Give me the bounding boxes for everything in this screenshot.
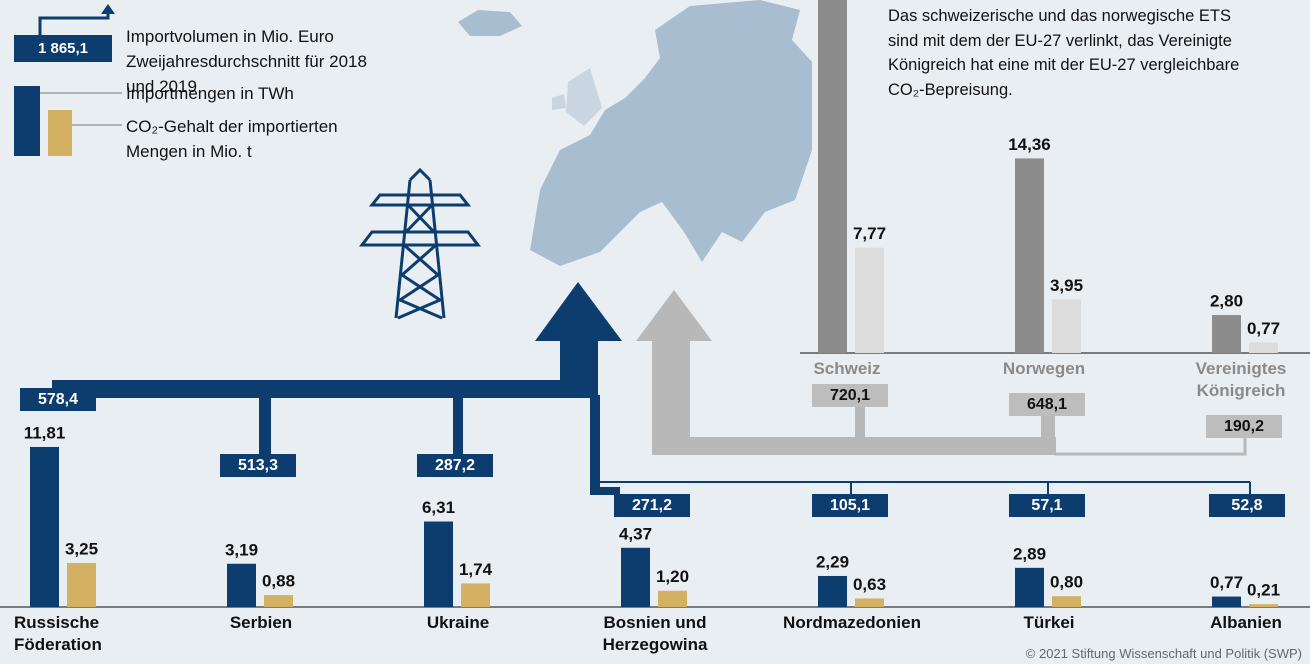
- legend-label: Importvolumen in Mio. Euro: [126, 27, 334, 46]
- volume-box: [1009, 393, 1085, 416]
- legend-graphics: [14, 4, 122, 156]
- value-label: 3,19: [225, 540, 258, 559]
- bar: [424, 521, 453, 607]
- category-label: Norwegen: [1002, 359, 1086, 378]
- note: Das schweizerische und das norwegische E…: [888, 7, 1240, 99]
- category-label: Vereinigtes Königreich: [1195, 359, 1287, 400]
- volume-label: 578,4: [38, 391, 78, 408]
- category-label: Schweiz: [813, 359, 881, 378]
- bar: [67, 562, 96, 607]
- legend-volume-example: 1 865,1: [38, 40, 88, 57]
- value-label: 0,21: [1247, 581, 1280, 600]
- value-label: 0,80: [1050, 573, 1083, 592]
- value-label: 2,80: [1210, 292, 1243, 311]
- bar: [1015, 158, 1044, 353]
- volume-box: [20, 388, 96, 411]
- category-label: Nordmazedonien: [783, 613, 921, 632]
- bar: [1249, 604, 1278, 607]
- value-label: 1,74: [459, 560, 493, 579]
- value-label: 1,20: [656, 567, 689, 586]
- volume-label: 105,1: [830, 497, 870, 514]
- value-label: 0,77: [1210, 573, 1243, 592]
- value-label: 0,63: [853, 575, 886, 594]
- bar: [818, 575, 847, 607]
- bar: [264, 595, 293, 607]
- value-label: 2,89: [1013, 544, 1046, 563]
- volume-box: [417, 454, 493, 477]
- value-label: 14,36: [1008, 135, 1051, 154]
- bar: [1249, 342, 1278, 353]
- bar: [1212, 315, 1241, 353]
- volume-box: [1206, 415, 1282, 438]
- bar: [855, 247, 884, 353]
- volume-label: 648,1: [1027, 396, 1067, 413]
- bar: [855, 598, 884, 607]
- value-label: 4,37: [619, 524, 652, 543]
- bar: [1052, 596, 1081, 607]
- legend-entry: Importmengen in TWh: [126, 84, 294, 103]
- europe-map: [458, 0, 812, 266]
- import-flow-gray: [636, 290, 1247, 456]
- category-label: Bosnien und Herzegowina: [602, 613, 708, 654]
- volume-box: [1009, 494, 1085, 517]
- bar: [621, 547, 650, 607]
- value-label: 2,29: [816, 552, 849, 571]
- volume-box: [614, 494, 690, 517]
- volume-label: 287,2: [435, 457, 475, 474]
- volume-label: 52,8: [1231, 497, 1262, 514]
- value-label: 0,88: [262, 572, 295, 591]
- bar: [818, 0, 847, 353]
- category-label: Albanien: [1210, 613, 1282, 632]
- volume-label: 190,2: [1224, 418, 1264, 435]
- value-label: 3,25: [65, 539, 98, 558]
- category-label: Türkei: [1023, 613, 1075, 632]
- volume-label: 57,1: [1031, 497, 1062, 514]
- bar: [1052, 299, 1081, 353]
- value-label: 11,81: [24, 423, 66, 442]
- value-label: 0,77: [1247, 319, 1280, 338]
- category-label: Russische Föderation: [14, 613, 102, 654]
- volume-label: 720,1: [830, 387, 870, 404]
- pylon-icon: [358, 167, 482, 320]
- volume-box: [812, 494, 888, 517]
- category-label: Serbien: [229, 613, 293, 632]
- volume-box: [1209, 494, 1285, 517]
- volume-label: 513,3: [238, 457, 278, 474]
- volume-box: [812, 384, 888, 407]
- bar: [1015, 567, 1044, 607]
- bar: [30, 446, 59, 607]
- bar: [1212, 596, 1241, 607]
- bar: [658, 590, 687, 607]
- volume-label: 271,2: [632, 497, 672, 514]
- import-flow-blue: [52, 282, 1251, 495]
- value-label: 3,95: [1050, 276, 1083, 295]
- bar: [227, 563, 256, 607]
- legend-volume: Importvolumen in Mio. Euro Zweijahresdurc…: [126, 24, 396, 99]
- category-label: Ukraine: [426, 613, 490, 632]
- legend-note: Zweijahresdurchschnitt für 2018 und 2019: [126, 52, 367, 96]
- bar: [461, 583, 490, 607]
- value-label: 7,77: [853, 224, 886, 243]
- legend-entry: CO₂-Gehalt der importierten Mengen in Mi…: [126, 117, 338, 161]
- source: © 2021 Stiftung Wissenschaft und Politik…: [1025, 646, 1302, 661]
- volume-box: [220, 454, 296, 477]
- value-label: 6,31: [422, 498, 455, 517]
